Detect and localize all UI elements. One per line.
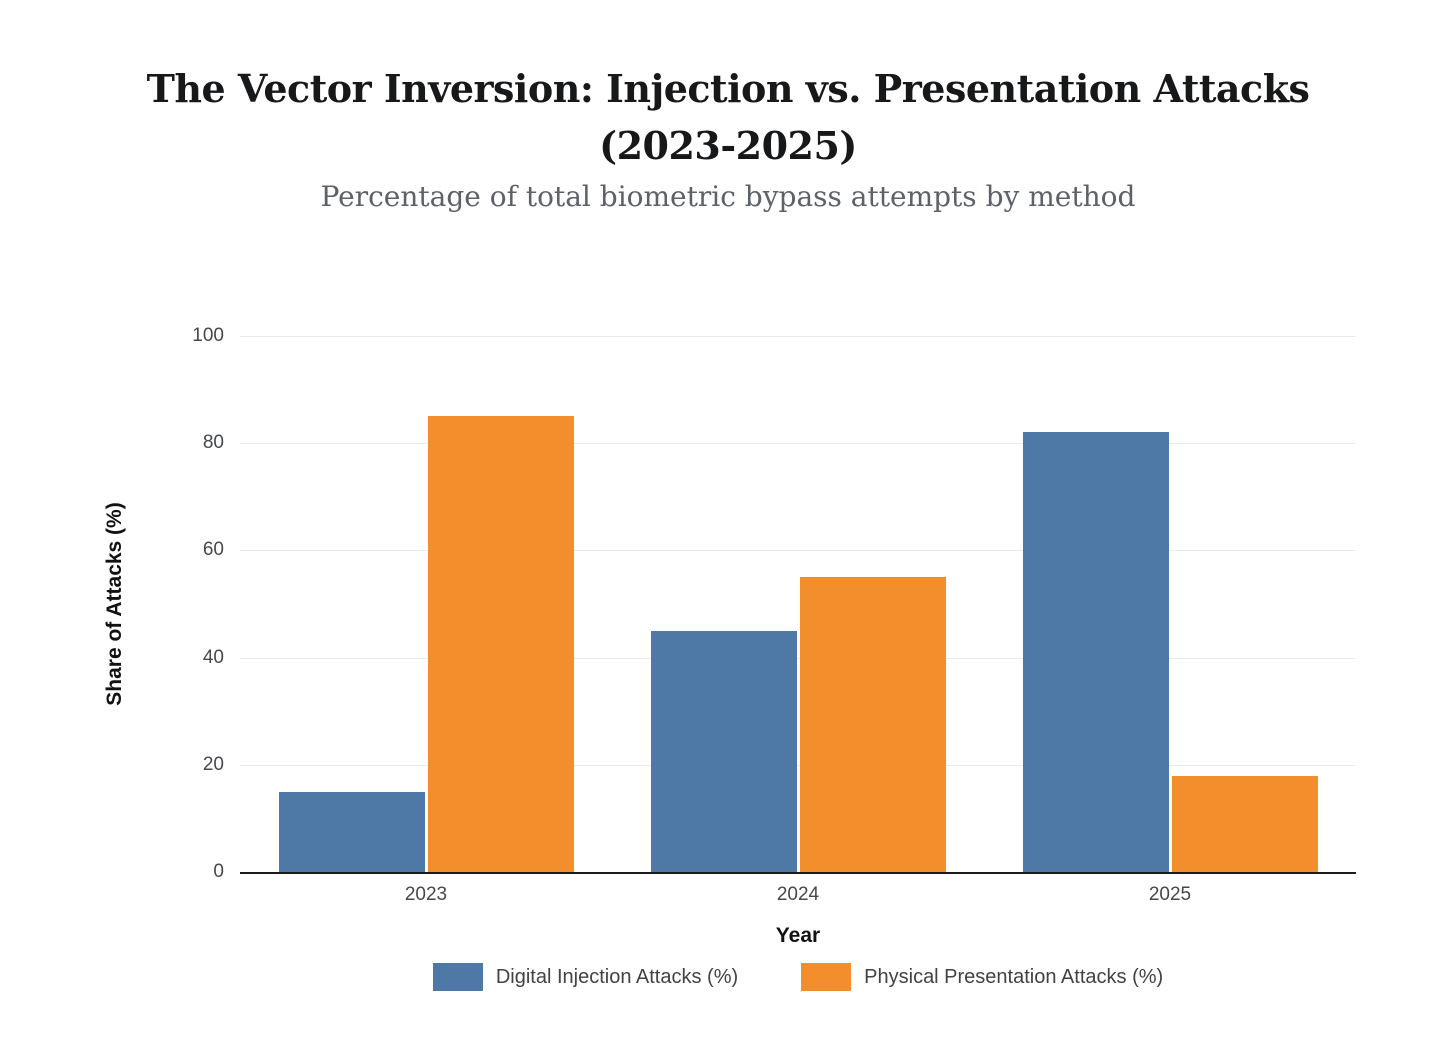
- x-axis-title: Year: [775, 924, 821, 947]
- gridline-80: [240, 443, 1356, 445]
- bar-series-container: [240, 336, 1356, 872]
- gridline-100: [240, 336, 1356, 337]
- chart-title-line-2: (2023-2025): [599, 123, 857, 168]
- gridline-20: [240, 764, 1356, 766]
- legend-swatch: [432, 963, 483, 991]
- y-tick-label-80: 80: [202, 432, 224, 454]
- legend-label: Digital Injection Attacks (%): [495, 965, 739, 988]
- chart-title-line-1: The Vector Inversion: Injection vs. Pres…: [146, 66, 1310, 111]
- chart-subtitle: Percentage of total biometric bypass att…: [320, 180, 1136, 213]
- bar-2023-physical-presentation-attacks: [427, 416, 574, 872]
- bar-2024-physical-presentation-attacks: [799, 577, 946, 872]
- legend-item-digital-injection-attacks: Digital Injection Attacks (%): [432, 963, 739, 991]
- chart-legend: Digital Injection Attacks (%) Physical Pr…: [240, 963, 1356, 991]
- x-tick-label-2024: 2024: [776, 884, 820, 905]
- plot-area: [240, 336, 1356, 874]
- bar-2023-digital-injection-attacks: [278, 791, 425, 872]
- y-axis-tick-labels: 0 20 40 60 80 100: [120, 325, 224, 882]
- legend-swatch: [801, 963, 852, 991]
- x-axis-line: [240, 872, 1356, 874]
- chart-title: The Vector Inversion: Injection vs. Pres…: [0, 60, 1456, 174]
- y-tick-label-60: 60: [202, 539, 224, 561]
- legend-label: Physical Presentation Attacks (%): [864, 965, 1164, 988]
- x-tick-label-2025: 2025: [1148, 884, 1192, 905]
- y-tick-label-40: 40: [202, 646, 224, 668]
- y-tick-label-20: 20: [202, 753, 224, 775]
- bar-2024-digital-injection-attacks: [650, 630, 797, 872]
- x-tick-label-2023: 2023: [404, 884, 448, 905]
- legend-item-physical-presentation-attacks: Physical Presentation Attacks (%): [801, 963, 1163, 991]
- bar-group-2024: [612, 336, 984, 872]
- y-tick-label-100: 100: [192, 325, 224, 346]
- y-tick-label-0: 0: [213, 861, 224, 882]
- bar-2025-physical-presentation-attacks: [1171, 775, 1318, 872]
- bar-2025-digital-injection-attacks: [1022, 432, 1169, 872]
- gridline-40: [240, 657, 1356, 659]
- bar-group-2025: [984, 336, 1356, 872]
- x-axis-tick-labels: 2023 2024 2025: [240, 884, 1356, 906]
- gridline-60: [240, 550, 1356, 552]
- bar-group-2023: [240, 336, 612, 872]
